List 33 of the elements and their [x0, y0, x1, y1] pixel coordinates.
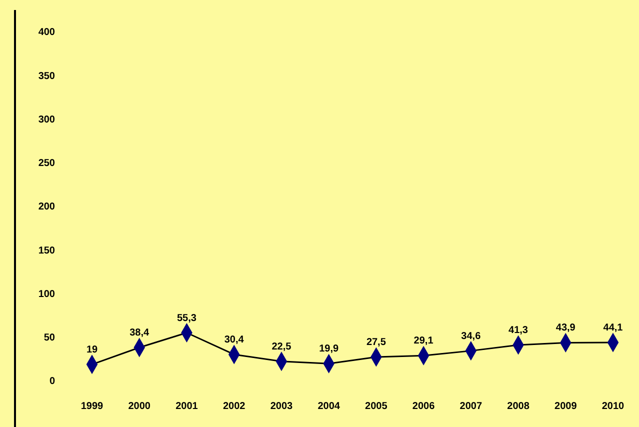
x-tick-label: 2007	[460, 401, 482, 412]
x-tick-label: 2002	[222, 401, 246, 412]
x-tick-label: 1999	[80, 401, 104, 412]
y-tick-label: 250	[38, 158, 56, 170]
data-label: 19,9	[319, 344, 339, 355]
y-tick-label: 100	[38, 288, 56, 300]
data-label: 29,1	[414, 336, 434, 347]
data-label: 55,3	[176, 312, 197, 324]
x-tick-label: 2004	[318, 401, 340, 412]
data-label: 38,4	[130, 327, 150, 338]
y-tick-label: 200	[38, 202, 56, 213]
y-tick-label: 400	[38, 27, 56, 38]
x-tick-label: 2005	[365, 401, 388, 412]
x-tick-label: 2003	[270, 401, 294, 412]
x-tick-label: 2009	[554, 401, 578, 412]
x-tick-label: 2001	[176, 401, 198, 412]
data-label: 27,5	[366, 337, 386, 348]
data-label: 41,3	[508, 324, 528, 336]
y-tick-label: 150	[38, 245, 56, 256]
data-label: 22,5	[272, 341, 292, 352]
data-label: 43,9	[556, 322, 576, 334]
data-label: 44,1	[603, 322, 624, 334]
data-label: 30,4	[224, 334, 244, 346]
data-label: 19	[86, 344, 98, 356]
x-tick-label: 2010	[602, 401, 625, 412]
x-tick-label: 2000	[128, 401, 151, 412]
y-tick-label: 0	[49, 376, 56, 388]
data-label: 34,6	[461, 330, 482, 342]
y-tick-label: 300	[38, 114, 56, 126]
y-tick-label: 50	[44, 332, 56, 344]
x-tick-label: 2006	[412, 401, 436, 412]
x-tick-label: 2008	[507, 401, 530, 412]
y-tick-label: 350	[38, 70, 56, 82]
